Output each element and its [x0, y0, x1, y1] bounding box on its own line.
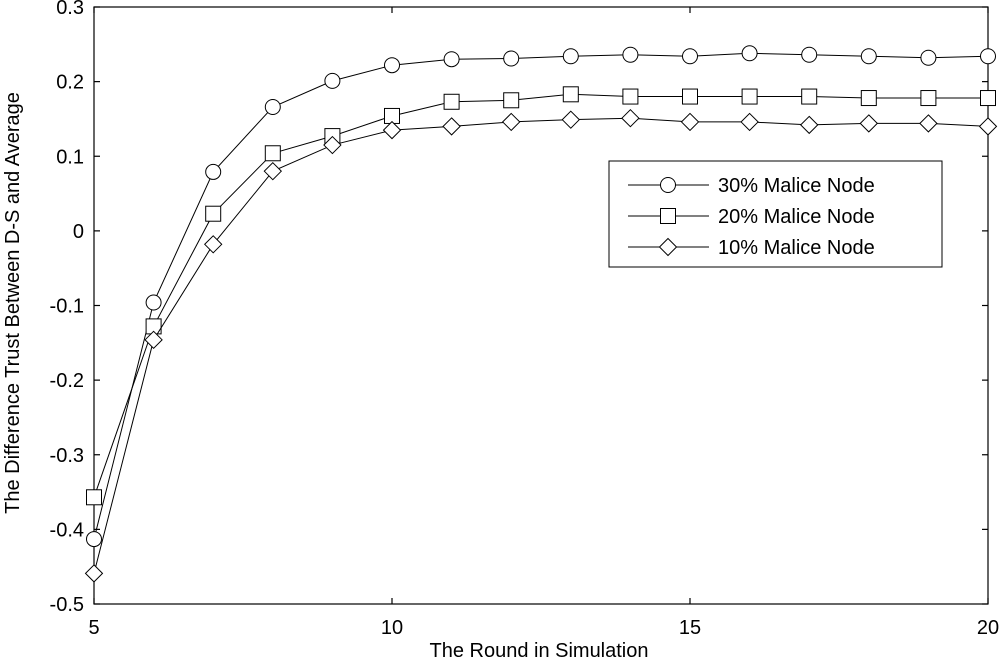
- data-point-square: [860, 90, 877, 107]
- legend-label: 10% Malice Node: [718, 237, 875, 259]
- y-tick-label: -0.4: [50, 519, 84, 541]
- series-line: [93, 93, 988, 498]
- data-point-circle: [741, 45, 758, 62]
- data-point-circle: [622, 46, 639, 63]
- data-point-diamond: [561, 110, 581, 129]
- data-point-circle: [205, 163, 222, 180]
- legend-label: 30% Malice Node: [718, 175, 875, 197]
- data-point-square: [622, 88, 639, 105]
- data-point-square: [682, 88, 698, 105]
- legend-label: 20% Malice Node: [718, 206, 875, 228]
- plot-area-frame: [93, 6, 989, 605]
- series-lines: [84, 45, 998, 583]
- y-tick-label: -0.5: [50, 594, 84, 616]
- data-point-square: [920, 90, 937, 107]
- data-point-diamond: [263, 161, 283, 181]
- data-point-diamond: [501, 112, 521, 132]
- data-point-diamond: [978, 117, 998, 136]
- data-point-square: [741, 88, 758, 105]
- data-point-circle: [86, 531, 102, 548]
- y-tick-label: -0.1: [50, 296, 84, 318]
- data-point-square: [86, 489, 102, 506]
- x-tick-label: 20: [977, 617, 999, 639]
- data-point-circle: [801, 46, 818, 63]
- data-point-diamond: [740, 112, 759, 132]
- series-circle: [86, 45, 996, 548]
- data-point-circle: [682, 48, 698, 65]
- data-point-circle: [384, 57, 400, 74]
- data-point-square: [801, 88, 818, 105]
- y-tick-label: 0: [73, 221, 84, 243]
- data-point-circle: [562, 48, 579, 65]
- data-point-square: [443, 93, 460, 110]
- data-point-diamond: [621, 108, 640, 128]
- x-tick-label: 10: [381, 617, 403, 639]
- data-point-square: [205, 205, 222, 222]
- data-point-circle: [503, 50, 520, 67]
- data-point-diamond: [442, 117, 461, 136]
- legend: 30% Malice Node 20% Malice Node 10% Malice…: [608, 160, 943, 268]
- data-point-square: [264, 145, 281, 162]
- data-point-diamond: [84, 564, 104, 583]
- data-point-diamond: [680, 112, 700, 132]
- data-point-circle: [920, 49, 937, 66]
- data-point-circle: [324, 72, 341, 89]
- data-point-diamond: [799, 115, 819, 135]
- data-point-square: [980, 90, 996, 107]
- legend-marker-square: [660, 208, 676, 224]
- x-tick-label: 15: [679, 617, 701, 639]
- data-point-circle: [145, 294, 162, 311]
- y-axis-label: The Difference Trust Between D-S and Ave…: [2, 92, 24, 514]
- data-point-diamond: [859, 114, 879, 133]
- legend-marker-diamond: [658, 237, 678, 257]
- y-tick-label: 0.2: [56, 72, 84, 94]
- tick-labels: 5 10 15 20 -0.5 -0.4 -0.3 -0.2 -0.1 0 0.1 0.2 0.3: [50, 0, 1000, 639]
- x-axis-label: The Round in Simulation: [429, 640, 648, 662]
- tick-marks: [93, 6, 989, 605]
- data-point-circle: [264, 98, 281, 115]
- data-point-diamond: [203, 235, 223, 254]
- data-point-square: [562, 86, 579, 103]
- series-line: [93, 117, 989, 574]
- y-tick-label: 0.1: [56, 146, 84, 168]
- y-tick-label: 0.3: [56, 0, 84, 19]
- series-line: [93, 52, 989, 540]
- data-point-circle: [980, 48, 996, 65]
- x-tick-label: 5: [88, 617, 99, 639]
- y-tick-label: -0.3: [50, 445, 84, 467]
- y-tick-label: -0.2: [50, 370, 84, 392]
- data-point-diamond: [382, 120, 402, 140]
- data-point-diamond: [323, 135, 342, 155]
- data-point-diamond: [144, 330, 163, 350]
- series-diamond: [84, 108, 998, 583]
- data-point-diamond: [919, 114, 938, 133]
- legend-marker-circle: [660, 177, 676, 193]
- series-square: [86, 86, 996, 506]
- data-point-square: [503, 92, 520, 109]
- data-point-circle: [860, 48, 877, 65]
- data-point-circle: [443, 51, 460, 68]
